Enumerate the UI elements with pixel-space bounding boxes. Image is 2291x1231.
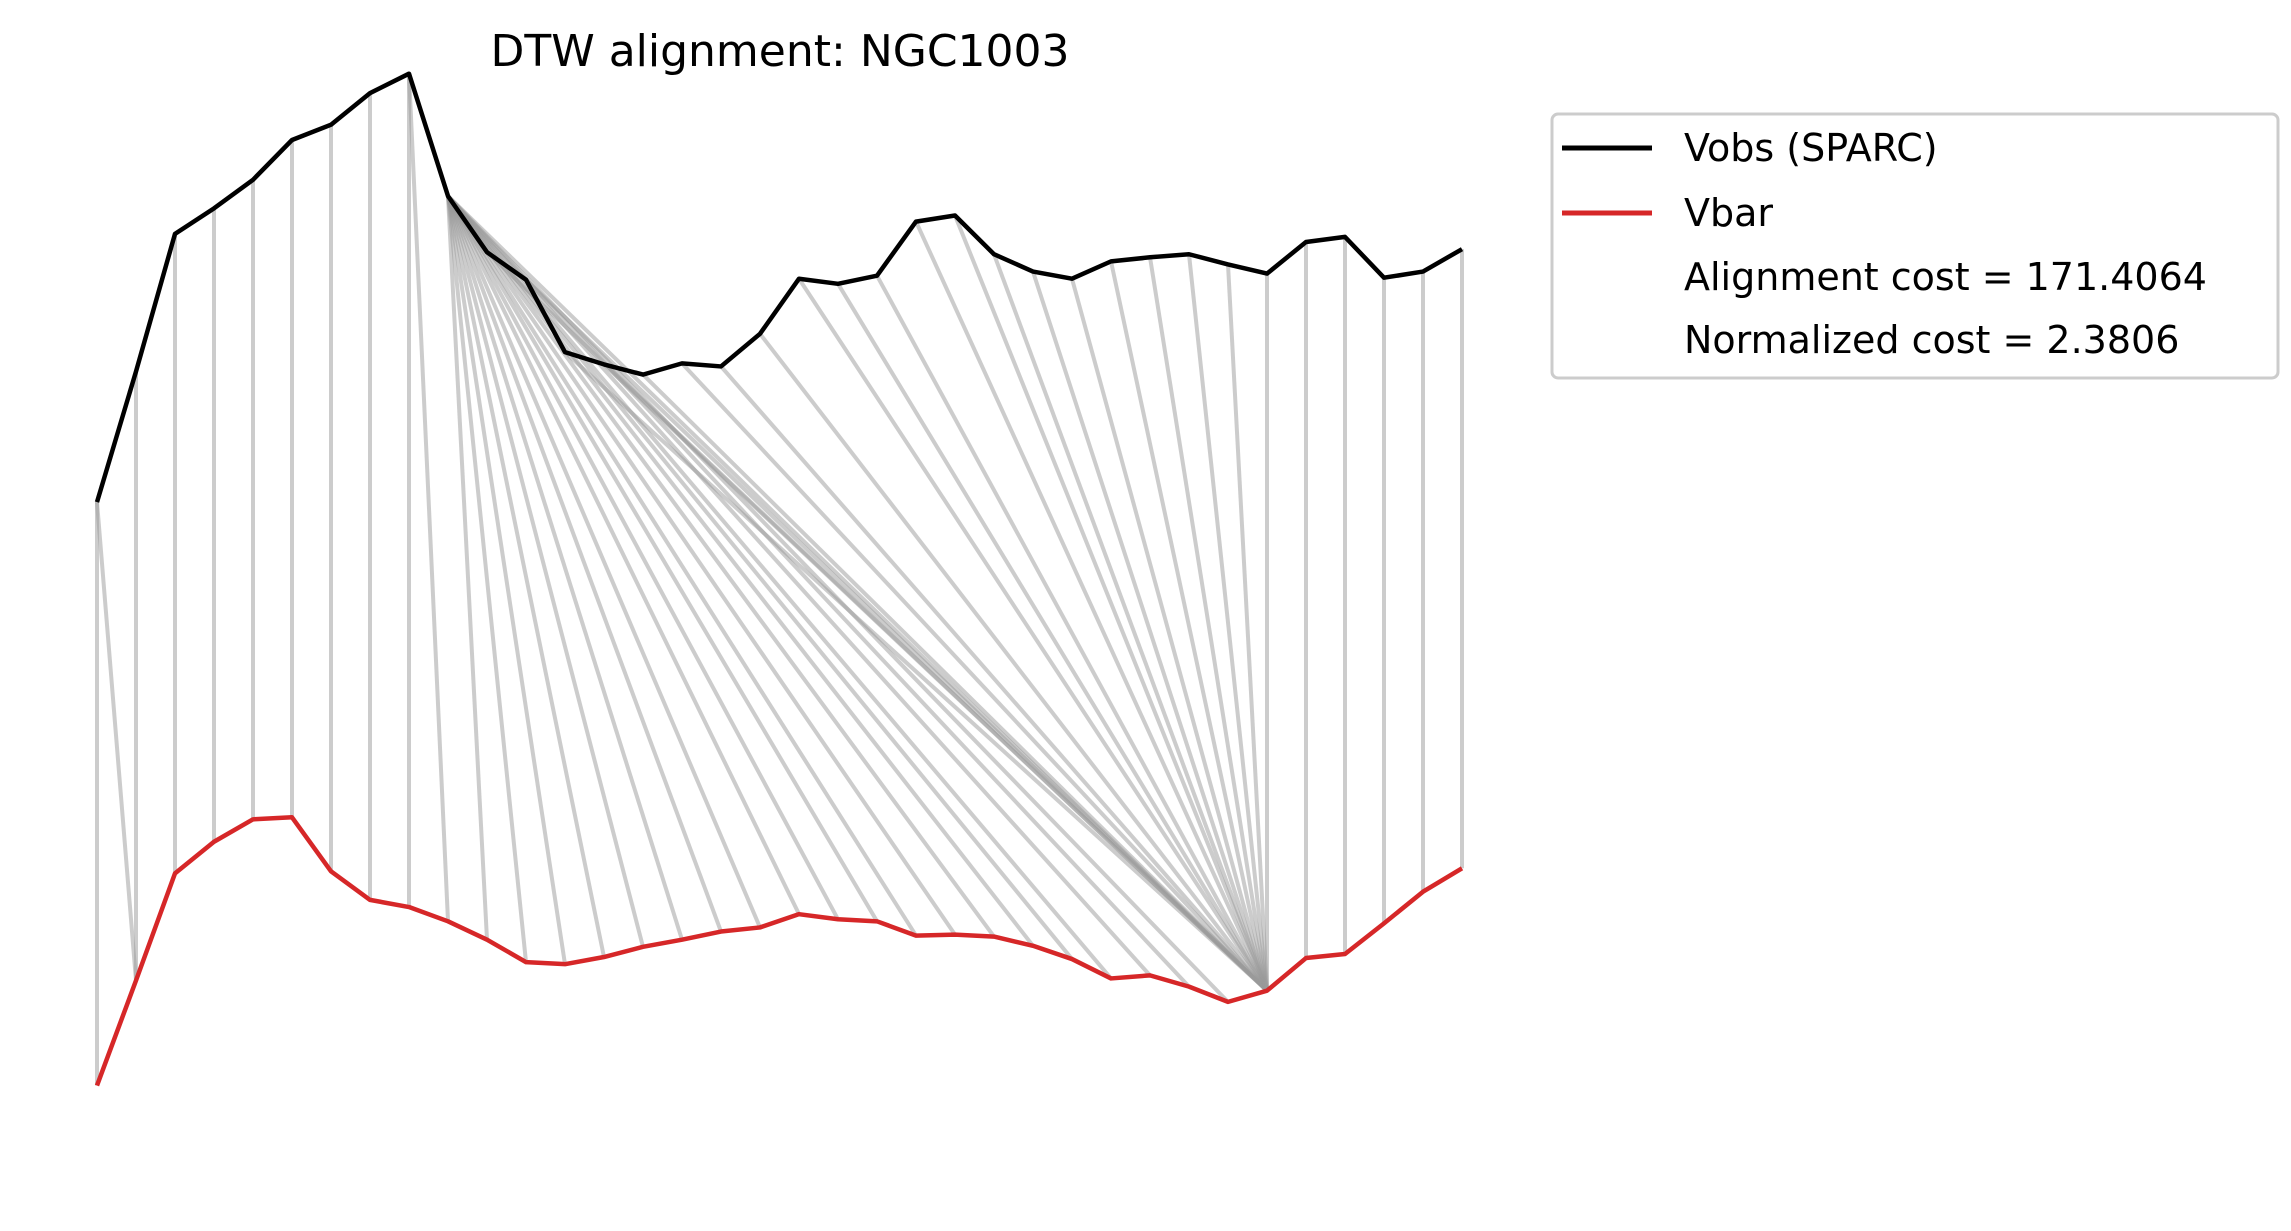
alignment-line	[446, 195, 723, 933]
alignment-line	[680, 362, 1269, 993]
alignment-line	[446, 195, 801, 916]
legend-alignment-cost: Alignment cost = 171.4064	[1684, 255, 2207, 299]
vbar-line	[94, 815, 1464, 1087]
alignment-line	[875, 274, 1269, 992]
alignment-line	[446, 195, 840, 921]
alignment-line	[446, 195, 762, 929]
alignment-line	[446, 194, 1113, 980]
alignment-line	[719, 365, 1269, 992]
alignment-line	[446, 194, 1074, 961]
alignment-line	[641, 373, 1269, 993]
alignment-line	[1148, 256, 1269, 991]
alignment-line	[446, 195, 489, 940]
alignment-line	[1070, 278, 1269, 992]
alignment-line	[446, 194, 957, 936]
alignment-line	[563, 350, 1269, 993]
series-lines	[94, 71, 1464, 1087]
alignment-line	[446, 194, 1035, 948]
alignment-line	[446, 195, 645, 948]
legend-normalized-cost: Normalized cost = 2.3806	[1684, 318, 2179, 362]
alignment-line	[446, 194, 1191, 988]
legend-label-vobs: Vobs (SPARC)	[1684, 126, 1938, 170]
alignment-line	[446, 195, 684, 941]
alignment-line	[446, 195, 918, 937]
alignment-line	[446, 195, 879, 923]
alignment-line	[602, 362, 1269, 993]
vobs-line	[94, 71, 1464, 503]
alignment-line	[446, 195, 567, 965]
alignment-line	[953, 214, 1269, 992]
alignment-line	[758, 332, 1269, 992]
legend: Vobs (SPARC) Vbar Alignment cost = 171.4…	[1550, 112, 2280, 380]
alignment-line	[1109, 260, 1269, 992]
alignment-line	[446, 194, 996, 938]
alignment-line	[407, 73, 450, 922]
chart-title: DTW alignment: NGC1003	[490, 26, 1069, 77]
alignment-line	[1226, 264, 1269, 991]
alignment-lines	[95, 73, 1464, 1086]
alignment-line	[836, 282, 1269, 992]
alignment-line	[797, 277, 1269, 992]
alignment-line	[992, 253, 1269, 992]
alignment-line	[1187, 254, 1269, 991]
alignment-line	[446, 195, 606, 958]
alignment-line	[95, 501, 138, 981]
alignment-line	[1031, 270, 1269, 992]
alignment-line	[446, 195, 528, 963]
legend-frame	[1550, 112, 2280, 380]
alignment-line	[914, 220, 1269, 992]
legend-label-vbar: Vbar	[1684, 191, 1773, 235]
